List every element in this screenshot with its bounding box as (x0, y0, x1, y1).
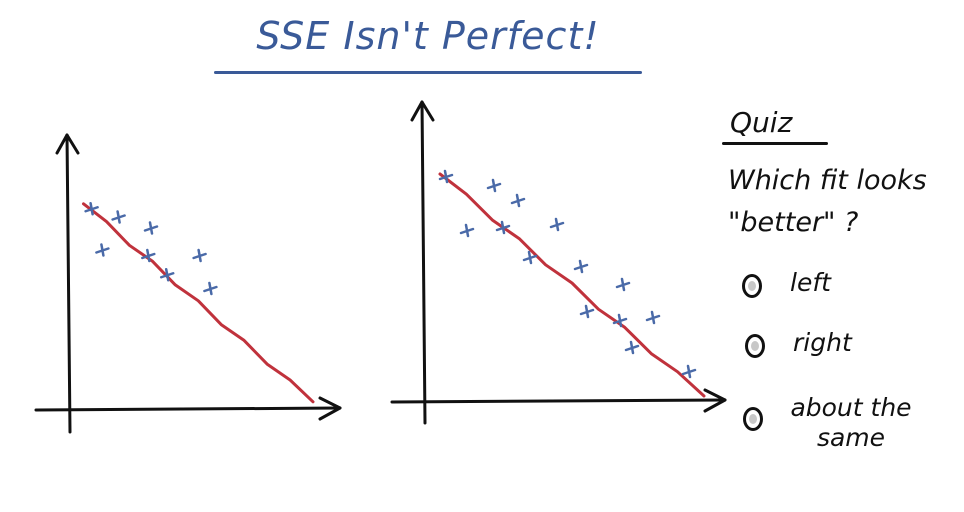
radio-dot (748, 281, 756, 291)
option-right-label: right (793, 328, 852, 357)
data-point (522, 250, 538, 265)
data-point (141, 248, 156, 263)
data-point (143, 221, 159, 235)
y-axis-arrowhead (55, 133, 80, 155)
data-point (579, 304, 595, 319)
data-point (549, 217, 565, 232)
data-point (192, 248, 207, 263)
left-plot (34, 133, 342, 434)
radio-dot (749, 414, 757, 424)
quiz-heading: Quiz (730, 106, 793, 139)
data-point (95, 243, 110, 257)
option-about-the-same-line-1: about the (790, 393, 912, 422)
x-axis (390, 398, 727, 404)
data-point (495, 220, 511, 235)
quiz-heading-underline (722, 142, 828, 145)
data-point (159, 268, 175, 282)
radio-button-about-the-same[interactable] (743, 407, 763, 431)
data-point (681, 364, 697, 379)
slide-title: SSE Isn't Perfect! (256, 14, 600, 58)
title-underline (214, 71, 642, 74)
fit-line (82, 202, 315, 404)
radio-dot (751, 341, 759, 351)
data-point (111, 210, 126, 224)
option-left-label: left (790, 268, 831, 297)
radio-button-left[interactable] (742, 274, 762, 298)
data-point (459, 223, 475, 238)
data-point (486, 178, 502, 193)
x-axis-arrowhead (318, 396, 342, 421)
y-axis (420, 100, 427, 425)
data-point (612, 313, 628, 328)
data-point (573, 259, 589, 274)
data-point (438, 169, 454, 184)
x-axis-arrowhead (703, 388, 727, 413)
data-point (510, 193, 526, 208)
quiz-question: Which fit looks "better" ? (728, 160, 964, 244)
quiz-question-line-1: Which fit looks (728, 165, 927, 196)
data-point (624, 340, 640, 355)
fit-line (438, 172, 706, 398)
radio-button-right[interactable] (745, 334, 765, 358)
option-about-the-same-line-2: same (816, 423, 886, 452)
option-left[interactable]: left (742, 268, 831, 298)
quiz-question-line-2: "better" ? (728, 207, 859, 238)
data-point (84, 202, 99, 216)
data-point (203, 281, 218, 296)
y-axis-arrowhead (410, 100, 435, 122)
x-axis (34, 406, 342, 412)
right-plot (390, 100, 727, 425)
option-right[interactable]: right (745, 328, 852, 358)
y-axis (65, 133, 72, 434)
option-about-the-same[interactable]: about the same (743, 393, 921, 453)
data-point (645, 310, 661, 325)
option-about-the-same-label: about the same (781, 393, 921, 453)
data-point (615, 277, 631, 292)
